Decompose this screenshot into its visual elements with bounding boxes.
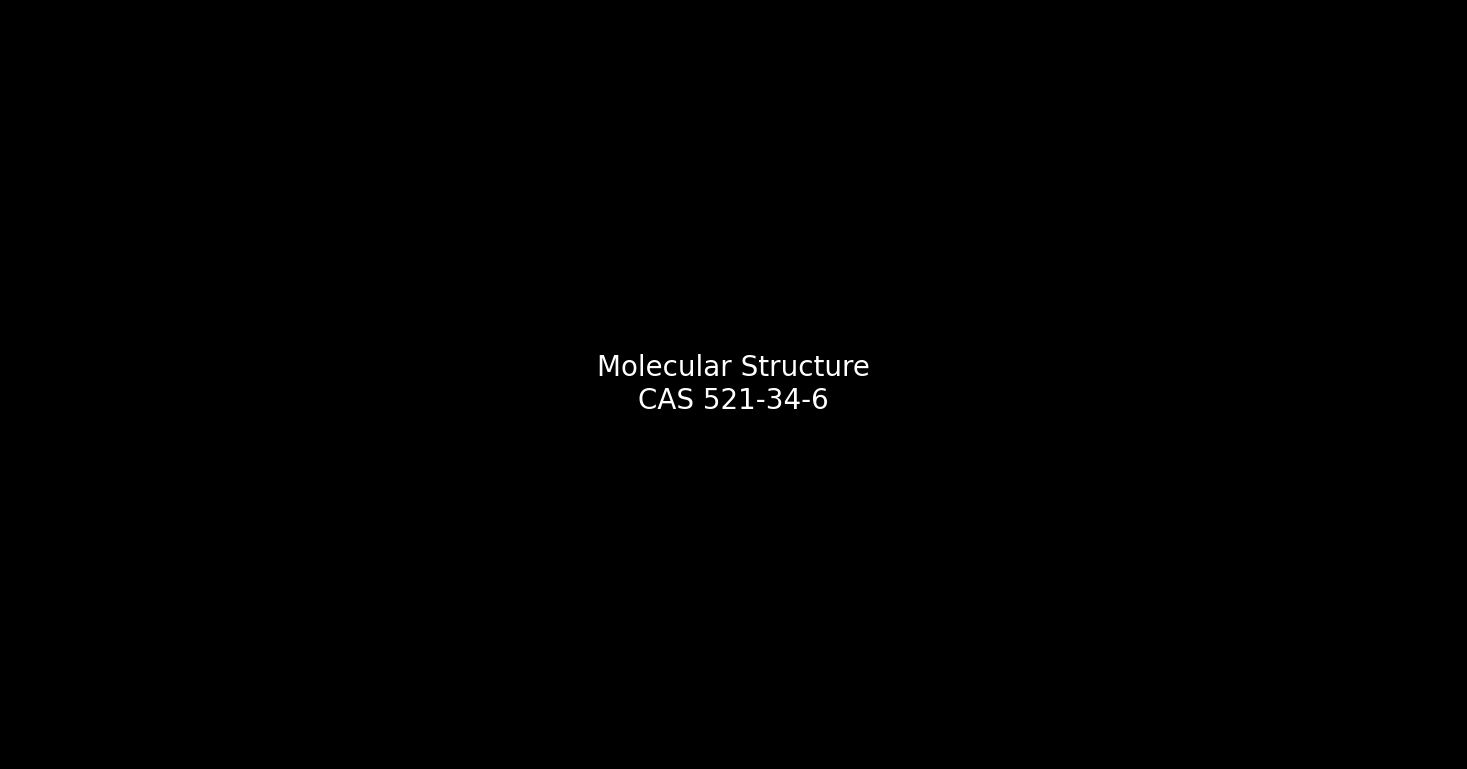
Text: Molecular Structure
CAS 521-34-6: Molecular Structure CAS 521-34-6 <box>597 355 870 414</box>
